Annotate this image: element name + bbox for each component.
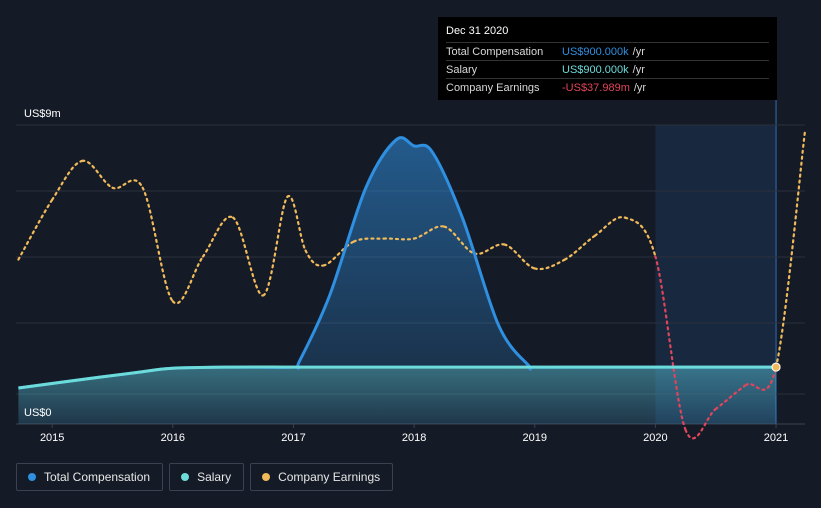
- company-earnings-segment: [473, 243, 506, 255]
- company-earnings-segment: [744, 366, 778, 391]
- x-tick-label: 2015: [40, 432, 64, 444]
- tooltip-value: US$900.000k: [562, 45, 629, 58]
- x-tick-label: 2016: [161, 432, 185, 444]
- company-earnings-segment: [17, 198, 54, 261]
- company-earnings-segment: [624, 216, 657, 258]
- company-earnings-segment: [684, 407, 717, 440]
- legend-label: Total Compensation: [44, 470, 151, 484]
- tooltip-row-total-compensation: Total Compensation US$900.000k /yr: [446, 42, 769, 60]
- company-earnings-segment: [286, 195, 307, 252]
- company-earnings-segment: [262, 195, 289, 297]
- company-earnings-segment: [714, 383, 747, 411]
- company-earnings-segment: [654, 255, 687, 431]
- tooltip-label: Total Compensation: [446, 45, 544, 58]
- x-tick-label: 2019: [523, 432, 547, 444]
- x-tick-label: 2018: [402, 432, 426, 444]
- tooltip-row-company-earnings: Company Earnings -US$37.989m /yr: [446, 78, 769, 96]
- legend-salary[interactable]: Salary: [169, 463, 245, 491]
- company-earnings-segment: [443, 225, 476, 255]
- company-earnings-segment: [533, 258, 567, 271]
- company-earnings-segment: [503, 243, 536, 270]
- tooltip-value: US$900.000k: [562, 63, 629, 76]
- company-earnings-segment: [111, 179, 144, 190]
- x-tick-label: 2021: [764, 432, 788, 444]
- company-earnings-segment: [563, 234, 597, 261]
- y-label-top: US$9m: [24, 108, 61, 120]
- company-earnings-segment: [51, 159, 84, 201]
- company-earnings-segment: [201, 215, 235, 258]
- company-earnings-segment: [413, 225, 446, 240]
- company-earnings-segment: [593, 216, 627, 237]
- company-earnings-marker: [771, 362, 781, 372]
- tooltip-value: -US$37.989m: [562, 81, 630, 94]
- tooltip: Dec 31 2020 Total Compensation US$900.00…: [438, 17, 777, 100]
- company-earnings-segment: [141, 186, 174, 303]
- tooltip-unit: /yr: [632, 63, 645, 76]
- legend-dot-icon: [181, 473, 190, 481]
- company-earnings-segment: [322, 240, 355, 267]
- company-earnings-segment: [352, 237, 386, 243]
- company-earnings-segment: [382, 237, 416, 241]
- legend-label: Company Earnings: [278, 470, 381, 484]
- legend-company-earnings[interactable]: Company Earnings: [250, 463, 394, 491]
- company-earnings-segment: [774, 129, 807, 369]
- tooltip-label: Salary: [446, 63, 478, 76]
- company-earnings-segment: [81, 159, 114, 189]
- legend-label: Salary: [197, 470, 232, 484]
- company-earnings-segment: [232, 216, 265, 297]
- x-tick-label: 2020: [643, 432, 667, 444]
- salary-line: [18, 365, 777, 390]
- legend-total-compensation[interactable]: Total Compensation: [16, 463, 164, 491]
- legend-dot-icon: [262, 473, 271, 481]
- tooltip-label: Company Earnings: [446, 81, 540, 94]
- legend: Total Compensation Salary Company Earnin…: [16, 463, 394, 491]
- y-label-bottom: US$0: [24, 407, 52, 419]
- tooltip-unit: /yr: [633, 81, 647, 94]
- salary-area: [18, 367, 777, 424]
- tooltip-row-salary: Salary US$900.000k /yr: [446, 60, 769, 78]
- tooltip-date: Dec 31 2020: [446, 25, 509, 37]
- x-tick-label: 2017: [281, 432, 305, 444]
- company-earnings-segment: [304, 249, 325, 267]
- tooltip-unit: /yr: [632, 45, 645, 58]
- total-compensation-area: [18, 137, 777, 424]
- company-earnings-segment: [171, 255, 205, 305]
- legend-dot-icon: [28, 473, 36, 481]
